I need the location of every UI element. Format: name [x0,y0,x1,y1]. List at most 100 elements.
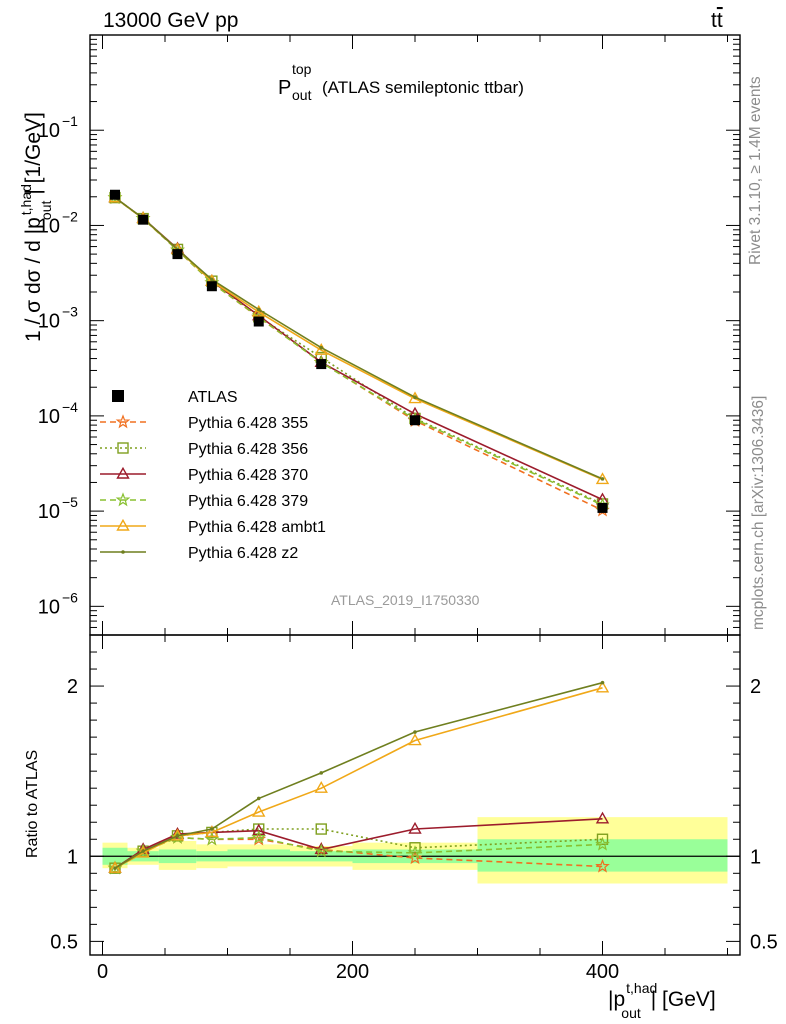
legend-label-5: Pythia 6.428 z2 [188,545,298,562]
x-label-suffix: | [GeV] [651,988,716,1011]
ratio-series-line-3 [114,836,603,869]
y-main-tick-exp: −1 [62,113,78,129]
y-main-label-suffix: | [1/GeV] [22,112,45,195]
y-main-tick-exp: −3 [62,304,78,320]
data-point-0 [110,189,120,200]
y-main-tick-label: 10 [38,406,60,428]
x-tick-label: 400 [586,961,619,983]
main-series-line-5 [114,196,603,480]
ratio-point-3-5 [313,843,329,858]
main-point-4-7 [595,472,610,485]
y-ratio-tick-label-right: 1 [750,846,761,868]
data-point-5 [316,359,327,370]
ratio-bands [102,817,728,884]
y-main-label-sup: t,had [18,184,34,215]
ratio-point-5-1 [141,849,145,853]
legend-marker-data [112,390,124,402]
ratio-point-4-3 [205,825,219,838]
y-main-tick-label: 10 [38,501,60,523]
y-main-tick-label: 10 [38,596,60,618]
x-label-sup: t,had [626,980,657,996]
title-rest: (ATLAS semileptonic ttbar) [322,78,524,97]
y-ratio-label: Ratio to ATLAS [24,750,41,858]
ratio-series-line-5 [114,681,603,869]
y-main-tick-exp: −5 [62,494,78,510]
data-point-2 [172,249,183,260]
y-main-label: 1 / σ dσ / d |p t,had out | [1/GeV] [18,112,54,342]
ratio-point-1-7 [596,833,609,845]
main-series-line-3 [114,196,603,506]
main-point-5-7 [600,477,605,481]
ratio-point-0-6 [407,850,423,865]
title-main: P [278,77,291,99]
ratio-point-4-7 [595,680,610,693]
ratio-point-2-6 [408,821,422,834]
ratio-point-5-3 [210,827,214,831]
data-point-6 [410,415,420,426]
ratio-point-2-2 [170,826,185,839]
ratio-point-4-6 [408,733,422,746]
main-point-5-4 [256,307,261,312]
legend-label-3: Pythia 6.428 379 [188,493,308,510]
legend-marker-2 [116,466,130,479]
y-ratio-tick-label-right: 2 [750,676,761,698]
legend-label-1: Pythia 6.428 356 [188,441,308,458]
legend-marker-0 [115,414,131,429]
plot-title: P [278,77,291,99]
rivet-info: Rivet 3.1.10, ≥ 1.4M events [747,76,764,265]
legend-marker-1 [117,442,129,454]
legend-label-0: Pythia 6.428 355 [188,415,308,432]
header-right-bar: t [717,9,723,32]
legend: ATLAS Pythia 6.428 355 Pythia 6.428 356 Pyt… [100,389,326,562]
mcplots-info: mcplots.cern.ch [arXiv:1306.3436] [750,396,767,630]
ratio-point-5-6 [413,730,417,734]
legend-marker-5 [121,550,125,554]
main-series-line-0 [114,197,603,512]
x-label-sub: out [621,1005,641,1021]
header-right: tt [711,9,723,32]
ratio-point-2-7 [595,811,610,824]
ratio-point-5-7 [600,680,605,685]
x-label-prefix: |p [608,988,625,1011]
y-main-label-prefix: 1 / σ dσ / d |p [22,217,45,342]
ratio-series-line-4 [114,687,603,869]
y-main-label-sub: out [38,201,54,221]
y-ratio-tick-label-right: 0.5 [750,931,778,953]
ratio-point-3-6 [407,845,423,860]
ratio-point-0-7 [595,858,610,873]
ratio-point-1-6 [409,842,421,854]
y-main-tick-exp: −6 [62,589,78,605]
y-main-tick-exp: −2 [62,208,78,224]
data-point-1 [138,214,149,225]
legend-label-4: Pythia 6.428 ambt1 [188,519,326,536]
legend-label-2: Pythia 6.428 370 [188,467,308,484]
y-main-tick-exp: −4 [62,399,78,415]
ratio-point-5-5 [319,771,324,775]
band-inner-4 [227,849,290,862]
ratio-point-5-4 [256,796,261,801]
main-point-5-5 [319,345,324,350]
ratio-point-1-5 [315,823,327,835]
ratio-frame [89,634,741,956]
title-sup: top [292,61,312,77]
y-main-tick-label: 10 [38,215,60,237]
legend-marker-4 [116,518,130,531]
y-main-tick-label: 10 [38,120,60,142]
ratio-point-3-4 [251,829,267,844]
y-ratio-tick-label: 0.5 [50,931,78,953]
y-ratio-tick-label: 1 [67,846,78,868]
main-series [107,189,610,517]
legend-marker-3 [115,492,131,507]
watermark: ATLAS_2019_I1750330 [331,592,480,608]
ratio-point-5-0 [113,866,117,870]
ratio-point-4-4 [252,804,266,817]
data-point-7 [597,502,608,513]
main-point-5-3 [210,277,214,282]
main-series-line-4 [114,196,603,481]
ratio-point-5-2 [175,834,180,838]
y-ratio-tick-label: 2 [67,676,78,698]
header-left: 13000 GeV pp [103,9,238,32]
x-tick-label: 200 [336,961,369,983]
